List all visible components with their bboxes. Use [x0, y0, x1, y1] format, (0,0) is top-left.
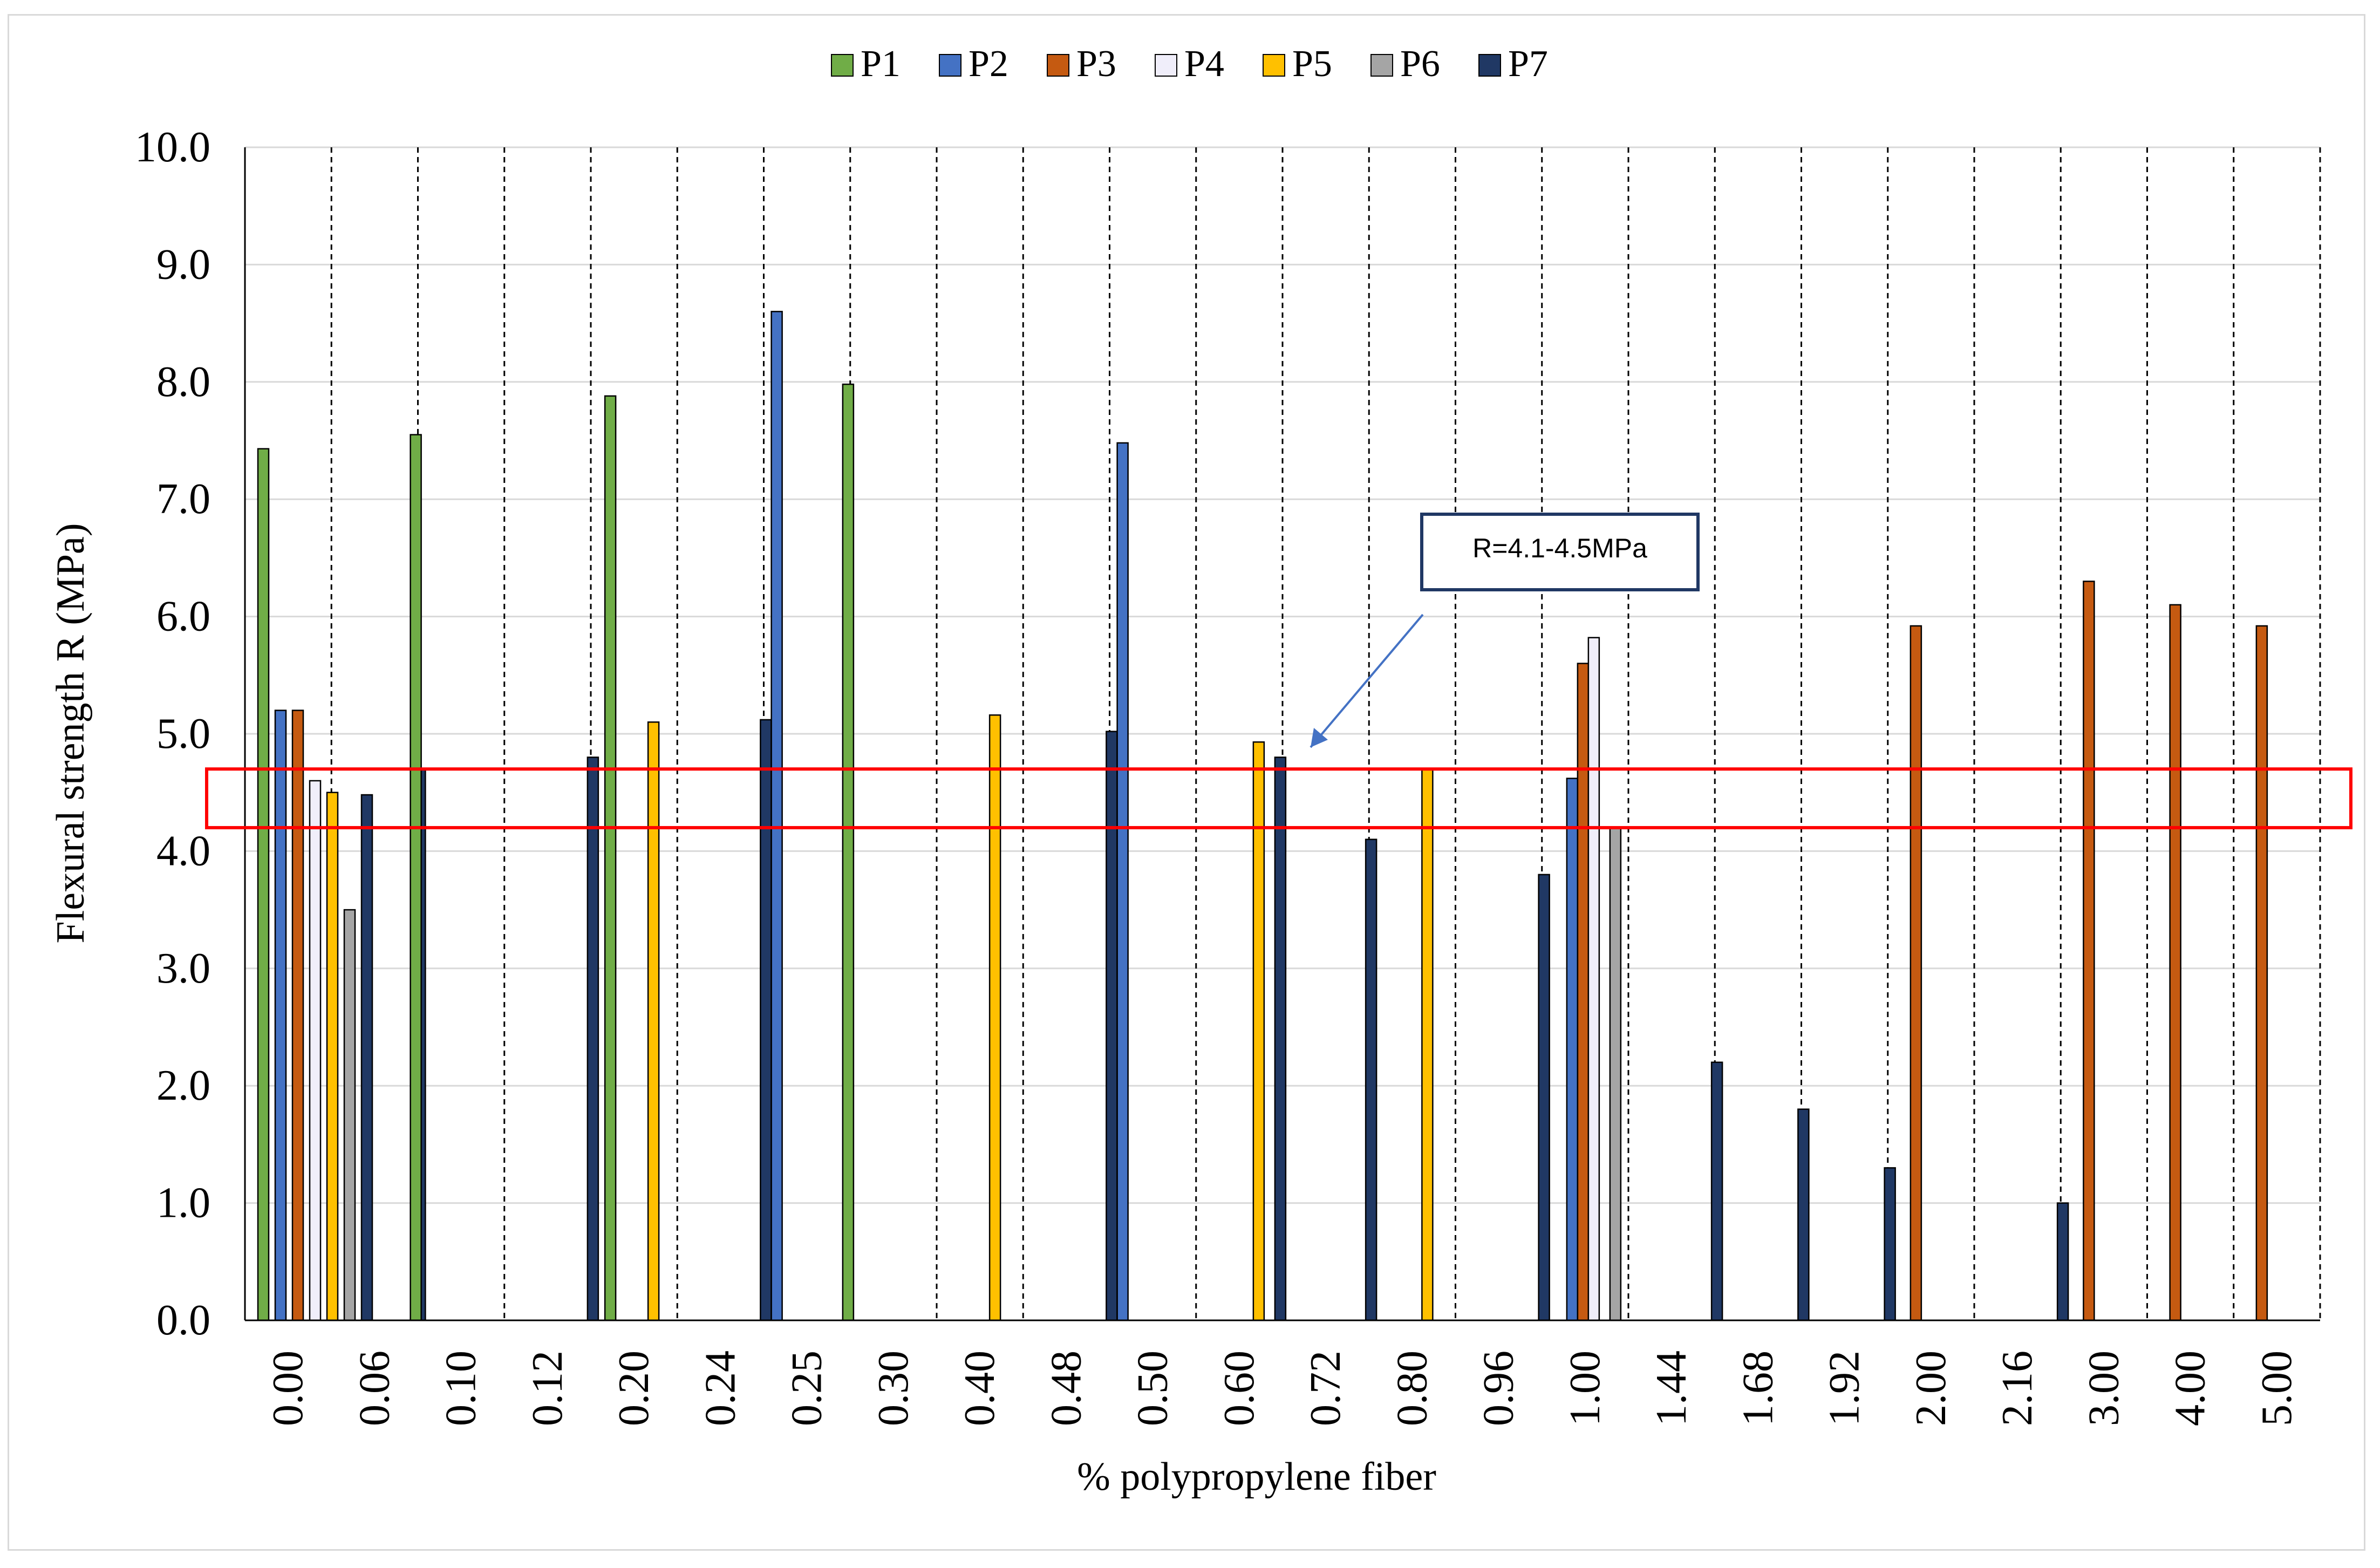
bar-p2: [770, 311, 783, 1321]
y-tick-label: 5.0: [156, 710, 210, 758]
legend-label-p7: P7: [1508, 43, 1548, 85]
x-axis-label: % polypropylene fiber: [1077, 1455, 1436, 1499]
legend-label-p5: P5: [1292, 43, 1332, 85]
x-tick-label: 0.25: [783, 1351, 831, 1426]
bar-p6: [343, 909, 356, 1321]
y-tick-label: 3.0: [156, 945, 210, 992]
bar-p3: [2169, 604, 2181, 1321]
bar-p7: [1106, 731, 1118, 1321]
y-tick-label: 0.0: [156, 1297, 210, 1344]
legend-label-p6: P6: [1400, 43, 1440, 85]
legend: P1 P2 P3 P4 P5 P6 P7: [831, 43, 1548, 85]
x-tick-label: 0.00: [264, 1351, 312, 1426]
bar-p7: [1365, 838, 1377, 1321]
bar-p4: [309, 780, 322, 1321]
bar-p7: [1538, 874, 1550, 1321]
bar-p1: [257, 448, 270, 1321]
legend-swatch-p3: [1047, 54, 1069, 77]
bars: [257, 311, 2268, 1321]
bar-p3: [1910, 625, 1922, 1321]
y-tick-label: 10.0: [135, 124, 210, 171]
legend-swatch-p2: [939, 54, 961, 77]
x-tick-label: 0.96: [1475, 1351, 1523, 1426]
x-tick-label: 2.16: [1994, 1351, 2041, 1426]
bar-p3: [291, 710, 304, 1321]
x-tick-label: 0.06: [351, 1351, 398, 1426]
legend-swatch-p6: [1370, 54, 1393, 77]
annotation: R=4.1-4.5MPa: [205, 513, 2352, 829]
x-tick-label: 0.72: [1302, 1351, 1349, 1426]
bar-p7: [1884, 1167, 1896, 1321]
x-tick-label: 0.48: [1042, 1351, 1090, 1426]
bar-p1: [842, 383, 855, 1321]
legend-label-p2: P2: [969, 43, 1008, 85]
bar-p3: [1577, 663, 1590, 1321]
chart-frame: 0.0 1.0 2.0 3.0 4.0 5.0 6.0 7.0 8.0 9.0 10.0 0.00 0.…: [8, 14, 2365, 1551]
x-tick-label: 1.00: [1561, 1351, 1609, 1426]
callout-text: R=4.1-4.5MPa: [1472, 533, 1647, 563]
bar-p7: [1797, 1108, 1810, 1321]
y-tick-label: 4.0: [156, 827, 210, 875]
bar-p7: [1274, 756, 1287, 1321]
bar-p7: [2056, 1202, 2069, 1321]
y-tick-label: 7.0: [156, 475, 210, 523]
bar-p4: [1587, 637, 1600, 1321]
legend-label-p3: P3: [1076, 43, 1116, 85]
y-tick-label: 1.0: [156, 1180, 210, 1227]
x-tick-label: 4.00: [2167, 1351, 2214, 1426]
x-tick-label: 0.12: [524, 1351, 571, 1426]
chart: 0.0 1.0 2.0 3.0 4.0 5.0 6.0 7.0 8.0 9.0 10.0 0.00 0.…: [49, 43, 2352, 1499]
bar-p1: [604, 395, 617, 1321]
y-axis-label: Flexural strength R (MPa): [49, 523, 93, 944]
x-tick-label: 0.80: [1388, 1351, 1436, 1426]
x-tick-label: 0.24: [697, 1351, 744, 1426]
bar-p5: [988, 714, 1001, 1321]
axes: 0.0 1.0 2.0 3.0 4.0 5.0 6.0 7.0 8.0 9.0 10.0 0.00 0.…: [135, 124, 2320, 1426]
callout-box: [1420, 513, 1700, 591]
x-tick-label: 1.92: [1821, 1351, 1868, 1426]
bar-p2: [1566, 778, 1579, 1321]
bar-p3: [2255, 625, 2268, 1321]
bar-p2: [1116, 442, 1129, 1321]
bar-p5: [1421, 768, 1434, 1321]
callout-arrow-line: [1310, 613, 1424, 748]
x-tick-label: 3.00: [2080, 1351, 2127, 1426]
x-tick-label: 0.40: [956, 1351, 1004, 1426]
legend-swatch-p5: [1263, 54, 1285, 77]
bar-p5: [326, 792, 339, 1321]
y-tick-label: 2.0: [156, 1062, 210, 1109]
gridlines: [244, 146, 2321, 1320]
bar-p7: [1710, 1061, 1723, 1321]
bar-p7: [360, 794, 373, 1321]
legend-label-p4: P4: [1184, 43, 1224, 85]
x-tick-label: 1.68: [1734, 1351, 1782, 1426]
legend-label-p1: P1: [861, 43, 901, 85]
x-tick-label: 0.20: [610, 1351, 658, 1426]
legend-swatch-p4: [1155, 54, 1177, 77]
x-tick-label: 5.00: [2253, 1351, 2301, 1426]
bar-p6: [1609, 827, 1622, 1321]
x-tick-label: 0.60: [1216, 1351, 1263, 1426]
bar-p2: [274, 710, 287, 1321]
legend-swatch-p1: [831, 54, 854, 77]
highlight-band: [205, 767, 2352, 829]
x-tick-label: 2.00: [1907, 1351, 1955, 1426]
y-tick-label: 6.0: [156, 593, 210, 640]
x-tick-label: 0.30: [870, 1351, 917, 1426]
x-tick-label: 1.44: [1648, 1351, 1695, 1426]
x-tick-label: 0.10: [438, 1351, 485, 1426]
bar-p7: [587, 756, 599, 1321]
bar-p3: [2083, 581, 2095, 1321]
bar-p1: [410, 434, 422, 1321]
bar-p7: [760, 719, 772, 1321]
legend-swatch-p7: [1478, 54, 1501, 77]
y-tick-label: 8.0: [156, 358, 210, 406]
y-tick-label: 9.0: [156, 241, 210, 288]
x-tick-label: 0.50: [1129, 1351, 1177, 1426]
bar-p5: [647, 721, 660, 1321]
callout-arrow-head: [1311, 728, 1328, 747]
